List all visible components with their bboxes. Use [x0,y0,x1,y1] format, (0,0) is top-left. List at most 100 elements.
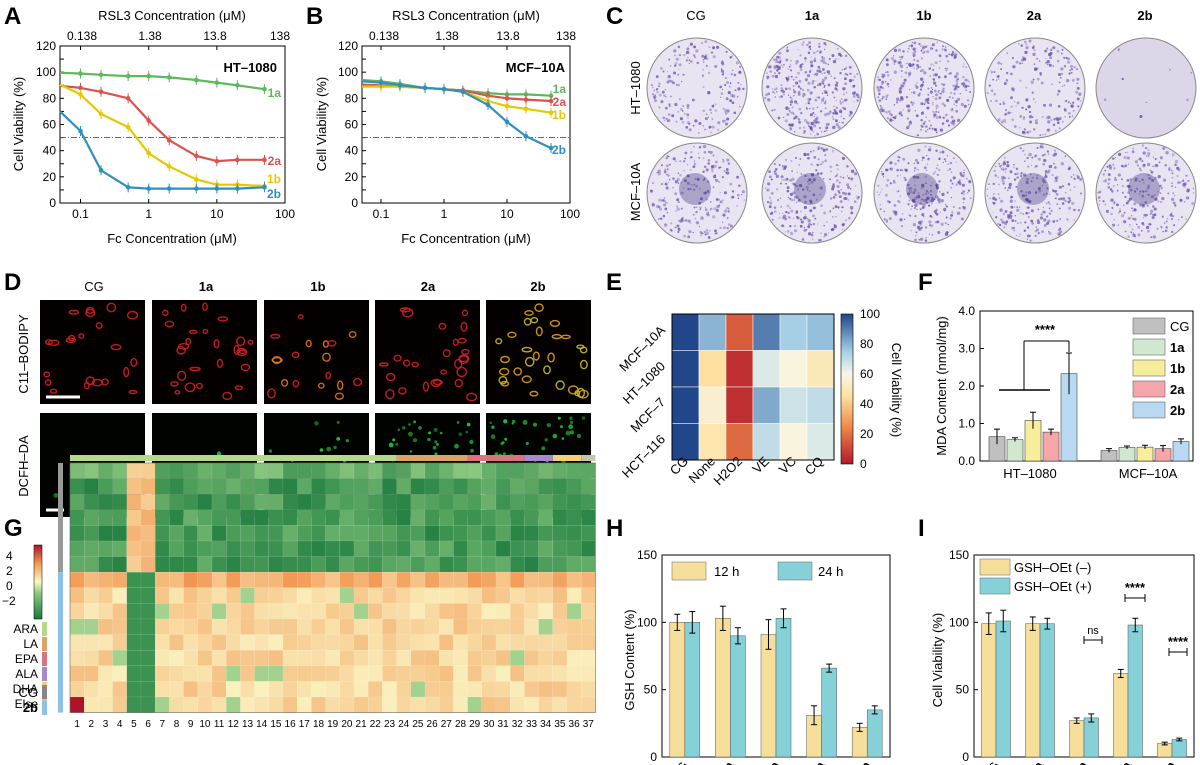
heatmap-cell [268,509,284,526]
stain-speck [781,179,783,181]
heatmap-cell [368,603,383,620]
stain-speck [930,124,932,127]
stain-speck [1025,86,1028,89]
stain-speck [802,41,805,44]
stain-speck [729,82,732,85]
stain-speck [1026,234,1030,238]
heatmap-cell [538,634,553,651]
stained-cell [576,387,585,399]
stain-speck [1006,189,1009,192]
stain-speck [1004,121,1007,124]
stain-speck [921,46,925,50]
stain-speck [838,121,841,124]
stain-speck [686,163,689,166]
stain-speck [1028,39,1032,43]
stain-speck [719,85,723,89]
stain-speck [938,115,942,119]
stain-speck [837,164,839,167]
heatmap-cell [84,665,99,682]
legend-swatch [1132,359,1166,377]
heatmap-cell [339,525,355,542]
stain-speck [700,206,702,208]
stain-speck [938,54,941,57]
stain-speck [913,59,916,61]
stain-speck [827,83,831,87]
stain-speck [949,217,952,220]
heatmap-cell [410,525,426,542]
stain-speck [678,98,681,101]
heatmap-cell [368,665,383,682]
heatmap-cell [84,494,99,510]
stain-speck [965,89,967,91]
stain-speck [1113,201,1116,204]
stain-speck [1035,226,1037,228]
y-tick-label: 50 [644,683,658,697]
stain-speck [1073,219,1076,221]
stain-speck [1123,211,1126,214]
heatmap-cell [524,681,539,698]
plot-a-top-axis-title: RSL3 Concentration (μM) [98,8,246,23]
stain-speck [1127,200,1130,203]
heatmap-cell [98,587,113,604]
stain-speck [1022,57,1027,61]
stain-speck [817,148,820,151]
stain-speck [796,188,800,191]
stain-speck [666,71,669,73]
stained-cell [521,346,533,353]
stain-speck [879,204,882,206]
stain-speck [1150,236,1153,239]
stain-speck [793,224,797,228]
stain-speck [791,170,793,172]
stain-speck [1032,45,1035,48]
stained-cell [432,379,443,386]
heatmap-cell [382,650,397,666]
stained-cell [213,339,220,349]
stain-speck [935,183,939,187]
stain-speck [1165,226,1168,229]
stain-speck [663,94,666,97]
stain-speck [1148,177,1151,180]
stain-speck [842,176,845,179]
heatmap-cell [581,509,596,526]
stain-speck [1165,151,1169,155]
stain-speck [673,54,676,57]
heatmap-cell [197,681,213,698]
category-label: CG [669,759,692,765]
stain-speck [844,54,848,58]
stain-speck [1058,81,1061,84]
stain-speck [679,173,682,177]
stain-speck [813,115,815,118]
stain-speck [1031,116,1034,119]
stain-speck [773,206,777,209]
stain-speck [675,210,677,212]
stain-speck [906,66,908,69]
stain-speck [1114,178,1118,182]
stain-speck [1056,203,1059,206]
heatmap-cell [368,462,383,479]
stain-speck [766,189,768,191]
stain-speck [1164,164,1167,167]
stain-speck [786,230,790,233]
stain-speck [999,103,1002,106]
legend-swatch [1132,401,1166,419]
heatmap-cell [226,462,241,479]
stain-speck [992,78,994,81]
stain-speck [890,114,893,117]
stain-speck [726,206,729,210]
heatmap-cell [169,696,184,713]
stain-speck [953,75,957,79]
stain-speck [841,206,844,209]
heatmap-cell [155,478,170,495]
stain-speck [834,87,838,91]
stain-speck [725,50,728,53]
stain-speck [881,172,885,176]
stain-speck [1139,169,1142,172]
stain-speck [796,185,799,188]
stain-speck [1133,202,1137,206]
stain-speck [676,177,679,180]
stained-cell [440,369,447,375]
ros-signal [465,430,469,434]
stain-speck [878,99,882,102]
heatmap-cell [481,572,497,588]
heatmap-cell [169,603,184,620]
